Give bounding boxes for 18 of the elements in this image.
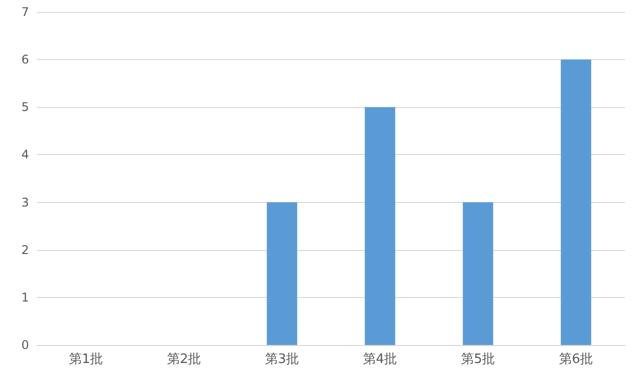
bar (266, 202, 298, 345)
y-tick-label: 6 (21, 52, 29, 67)
x-tick-label: 第3批 (264, 352, 300, 367)
x-tick-label: 第4批 (362, 352, 398, 367)
bar (560, 60, 592, 345)
y-tick-label: 2 (21, 242, 29, 257)
x-tick-label: 第2批 (166, 352, 202, 367)
x-tick-label: 第6批 (558, 352, 594, 367)
y-tick-label: 0 (21, 338, 29, 352)
bar (364, 107, 396, 345)
y-tick-label: 4 (21, 148, 29, 162)
bar (462, 202, 494, 345)
x-tick-label: 第5批 (460, 352, 496, 367)
y-tick-label: 7 (21, 5, 29, 19)
y-tick-label: 3 (21, 195, 29, 210)
y-tick-label: 5 (21, 100, 29, 114)
x-tick-label: 第1批 (68, 352, 104, 367)
y-tick-label: 1 (21, 290, 29, 304)
